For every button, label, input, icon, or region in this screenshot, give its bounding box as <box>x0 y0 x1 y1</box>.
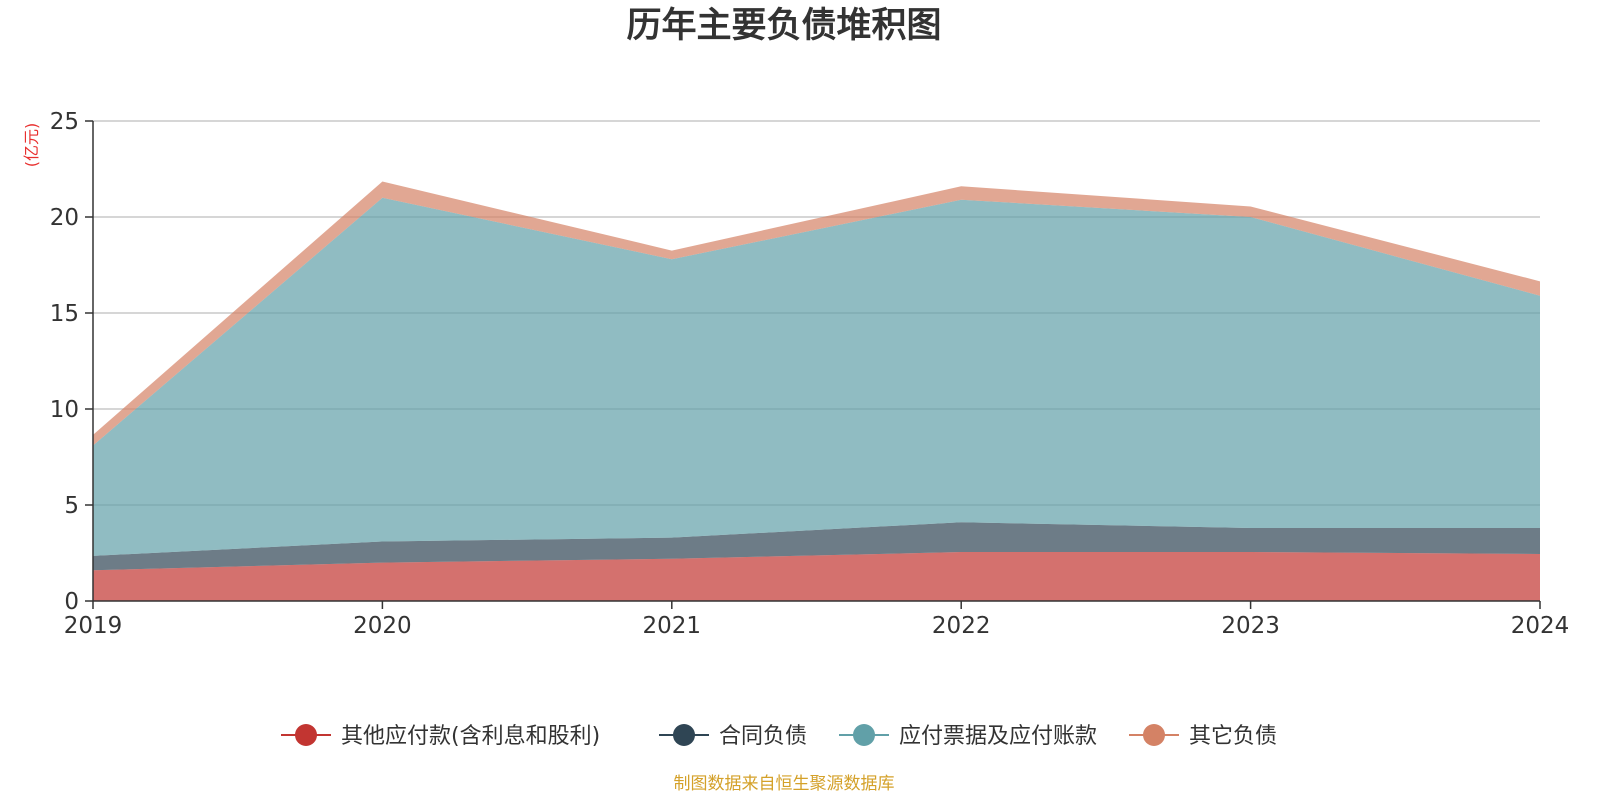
chart-title: 历年主要负债堆积图 <box>626 6 941 46</box>
legend-label: 合同负债 <box>719 724 807 749</box>
y-tick-label: 5 <box>64 493 79 519</box>
y-tick-label: 10 <box>50 397 79 423</box>
legend-item-0[interactable]: 其他应付款(含利息和股利) <box>281 724 600 749</box>
x-tick-label: 2019 <box>64 613 123 639</box>
x-tick-label: 2023 <box>1221 613 1280 639</box>
source-note: 制图数据来自恒生聚源数据库 <box>674 774 895 794</box>
x-tick-label: 2022 <box>932 613 991 639</box>
axes: 0 5 10 15 20 25 2019 2020 2021 2022 2023 2024 <box>50 109 1570 639</box>
legend-item-1[interactable]: 合同负债 <box>659 724 807 749</box>
area-series <box>93 181 1540 601</box>
y-tick-label: 25 <box>50 109 79 135</box>
area-series-0 <box>93 552 1540 601</box>
legend-item-3[interactable]: 其它负债 <box>1129 724 1277 749</box>
area-series-2 <box>93 197 1540 556</box>
y-tick-label: 20 <box>50 205 79 231</box>
legend-marker-dot <box>853 724 875 746</box>
y-tick-label: 0 <box>64 589 79 615</box>
legend-label: 其它负债 <box>1189 724 1277 749</box>
area-series-1 <box>93 522 1540 571</box>
x-tick-label: 2020 <box>353 613 412 639</box>
legend-label: 其他应付款(含利息和股利) <box>341 724 600 749</box>
legend-label: 应付票据及应付账款 <box>899 724 1097 749</box>
y-tick-label: 15 <box>50 301 79 327</box>
legend-marker-dot <box>1143 724 1165 746</box>
x-tick-label: 2021 <box>643 613 702 639</box>
x-tick-label: 2024 <box>1511 613 1570 639</box>
legend-marker-dot <box>673 724 695 746</box>
y-axis-unit-label: (亿元) <box>22 123 41 168</box>
legend-marker-dot <box>295 724 317 746</box>
legend[interactable]: 其他应付款(含利息和股利) 合同负债 应付票据及应付账款 其它负债 <box>281 724 1277 749</box>
legend-item-2[interactable]: 应付票据及应付账款 <box>839 724 1097 749</box>
